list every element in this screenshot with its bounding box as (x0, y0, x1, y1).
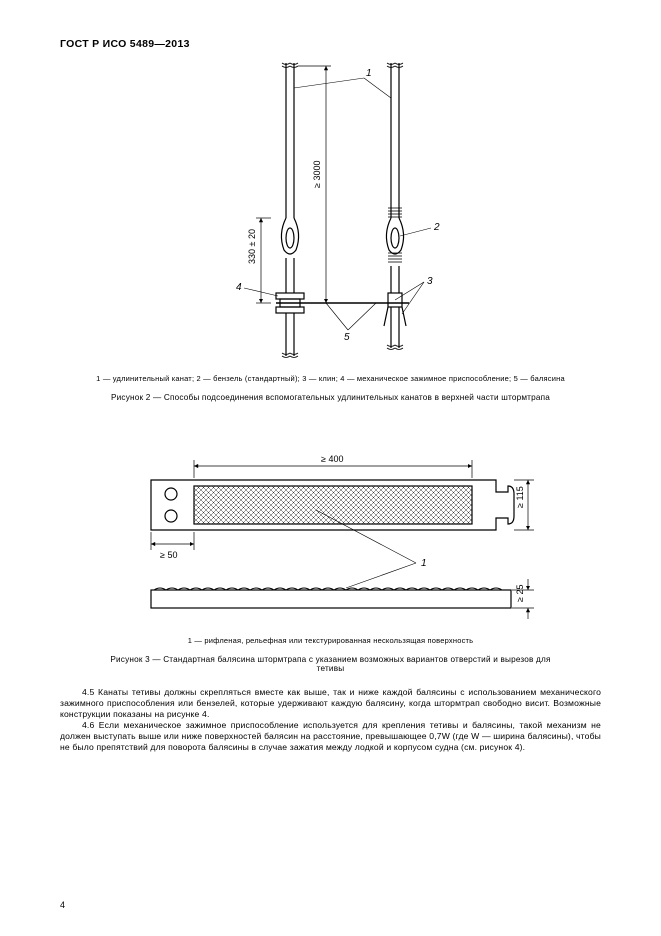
figure-2-caption: Рисунок 2 — Способы подсоединения вспомо… (60, 393, 601, 402)
callout-1: 1 (366, 68, 372, 79)
para-4-5: 4.5 Канаты тетивы должны скрепляться вме… (60, 687, 601, 720)
figure-3-caption: Рисунок 3 — Стандартная балясина штормтр… (60, 655, 601, 673)
callout-5: 5 (344, 332, 350, 343)
document-header: ГОСТ Р ИСО 5489—2013 (60, 38, 601, 50)
figure-3-svg: ≥ 400 ≥ 50 ≥ 115 ≥ 25 (116, 440, 546, 630)
dim-top: ≥ 400 (321, 454, 343, 464)
figure-3: ≥ 400 ≥ 50 ≥ 115 ≥ 25 (60, 440, 601, 673)
callout-1-fig3: 1 (421, 558, 427, 569)
dim-vertical-small: 330 ± 20 (247, 229, 257, 264)
figure-2-legend: 1 — удлинительный канат; 2 — бензель (ст… (60, 374, 601, 383)
dim-right-h: ≥ 115 (515, 486, 525, 508)
figure-3-legend: 1 — рифленая, рельефная или текстурирова… (60, 636, 601, 645)
callout-4: 4 (236, 282, 242, 293)
dim-bottom-h: ≥ 25 (515, 585, 525, 602)
figure-2-svg: ≥ 3000 330 ± 20 1 2 3 4 (166, 58, 496, 368)
callout-3: 3 (427, 276, 433, 287)
para-4-6: 4.6 Если механическое зажимное приспособ… (60, 720, 601, 753)
dim-vertical-main: ≥ 3000 (312, 161, 322, 188)
figure-2: ≥ 3000 330 ± 20 1 2 3 4 (60, 58, 601, 402)
callout-2: 2 (433, 222, 440, 233)
body-text: 4.5 Канаты тетивы должны скрепляться вме… (60, 687, 601, 753)
page: ГОСТ Р ИСО 5489—2013 (0, 0, 661, 936)
dim-left: ≥ 50 (160, 550, 177, 560)
page-number: 4 (60, 900, 65, 910)
